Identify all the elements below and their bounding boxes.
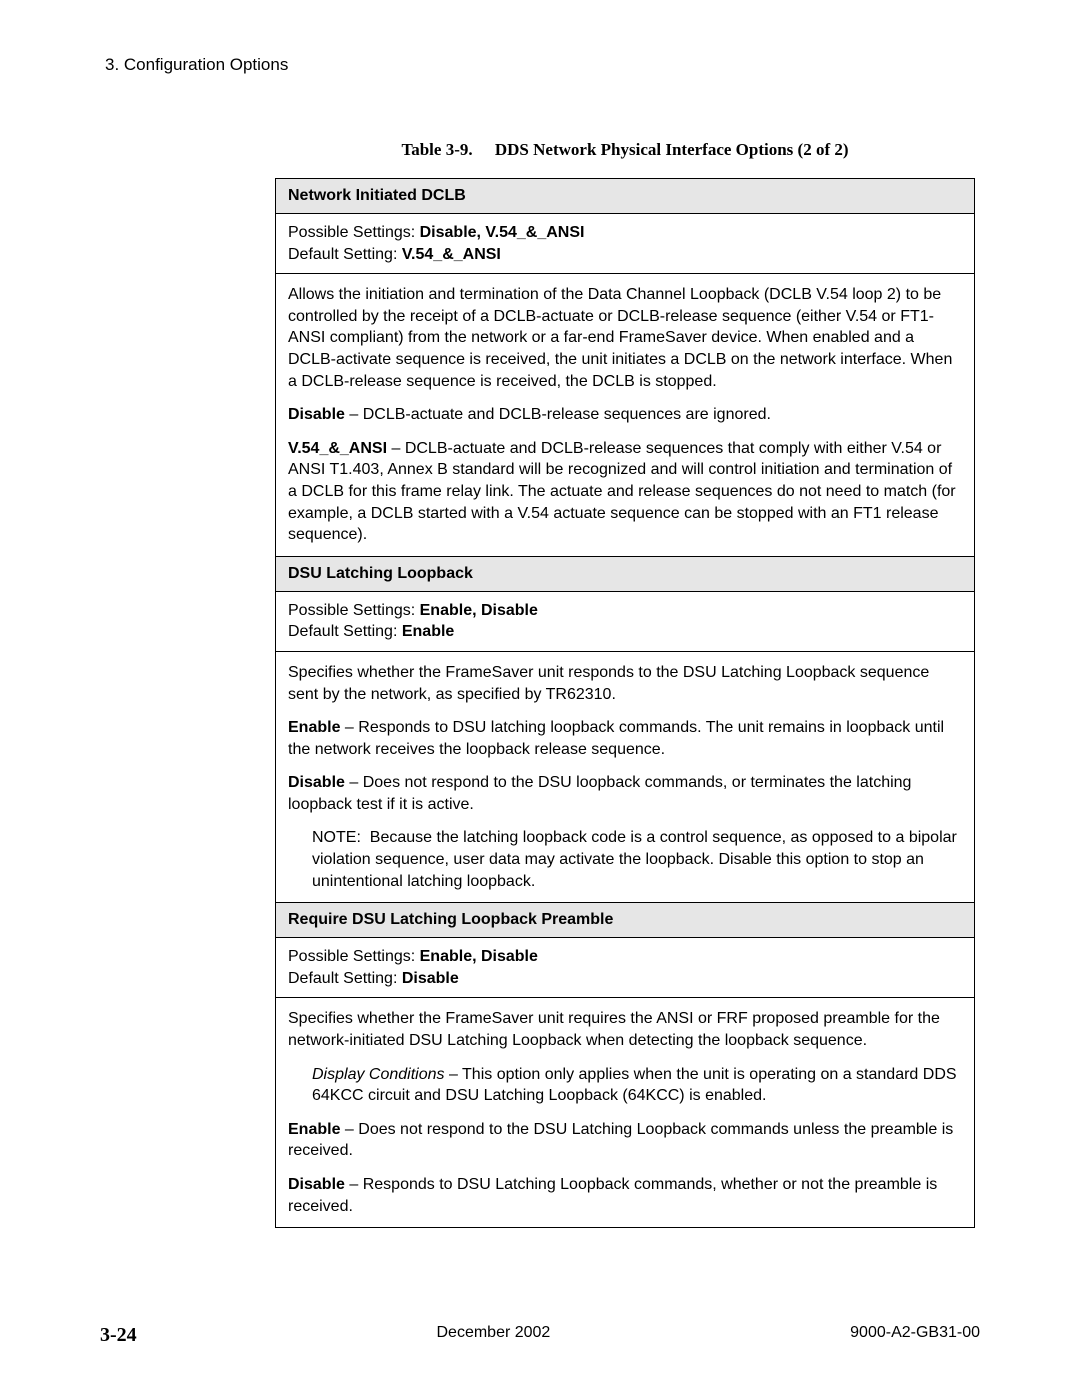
section3-para3: Enable – Does not respond to the DSU Lat…	[288, 1119, 962, 1162]
section3-display: Display Conditions – This option only ap…	[288, 1064, 962, 1107]
config-table: Network Initiated DCLB Possible Settings…	[275, 178, 975, 1228]
section1-settings-value: Disable, V.54_&_ANSI	[420, 224, 585, 241]
section2-para2: Enable – Responds to DSU latching loopba…	[288, 717, 962, 760]
section1-default-value: V.54_&_ANSI	[402, 246, 501, 263]
footer-doc-id: 9000-A2-GB31-00	[850, 1324, 980, 1347]
section3-para4: Disable – Responds to DSU Latching Loopb…	[288, 1174, 962, 1217]
page-container: 3. Configuration Options Table 3-9. DDS …	[0, 0, 1080, 1397]
section2-settings-label: Possible Settings:	[288, 602, 420, 619]
table-title-label: Table 3-9.	[401, 140, 472, 159]
section2-settings-value: Enable, Disable	[420, 602, 538, 619]
table-title-text: DDS Network Physical Interface Options (…	[495, 140, 849, 159]
section3-para3-text: – Does not respond to the DSU Latching L…	[288, 1121, 953, 1160]
section2-para3-bold: Disable	[288, 774, 345, 791]
section1-body: Allows the initiation and termination of…	[276, 274, 974, 557]
section1-para2: Disable – DCLB-actuate and DCLB-release …	[288, 404, 962, 426]
section3-default-value: Disable	[402, 970, 459, 987]
section2-default-value: Enable	[402, 623, 454, 640]
section1-para3-text: – DCLB-actuate and DCLB-release sequence…	[288, 440, 956, 543]
section2-default-label: Default Setting:	[288, 623, 402, 640]
section3-para4-bold: Disable	[288, 1176, 345, 1193]
page-footer: 3-24 December 2002 9000-A2-GB31-00	[100, 1324, 980, 1347]
section2-para2-bold: Enable	[288, 719, 340, 736]
section1-settings: Possible Settings: Disable, V.54_&_ANSI …	[276, 214, 974, 274]
section3-para1: Specifies whether the FrameSaver unit re…	[288, 1008, 962, 1051]
section2-para1: Specifies whether the FrameSaver unit re…	[288, 662, 962, 705]
section3-para3-bold: Enable	[288, 1121, 340, 1138]
page-header: 3. Configuration Options	[100, 55, 980, 75]
section2-para2-text: – Responds to DSU latching loopback comm…	[288, 719, 944, 758]
section1-para3: V.54_&_ANSI – DCLB-actuate and DCLB-rele…	[288, 438, 962, 546]
content-area: Table 3-9. DDS Network Physical Interfac…	[275, 140, 975, 1228]
section2-note: NOTE: Because the latching loopback code…	[288, 827, 962, 892]
section2-para3-text: – Does not respond to the DSU loopback c…	[288, 774, 911, 813]
section3-display-italic: Display Conditions	[312, 1066, 445, 1083]
section3-settings-value: Enable, Disable	[420, 948, 538, 965]
section3-settings-label: Possible Settings:	[288, 948, 420, 965]
section1-header: Network Initiated DCLB	[276, 179, 974, 214]
section1-para3-bold: V.54_&_ANSI	[288, 440, 387, 457]
section1-para2-text: – DCLB-actuate and DCLB-release sequence…	[345, 406, 771, 423]
section2-header: DSU Latching Loopback	[276, 557, 974, 592]
section3-body: Specifies whether the FrameSaver unit re…	[276, 998, 974, 1228]
section3-settings: Possible Settings: Enable, Disable Defau…	[276, 938, 974, 998]
section1-para2-bold: Disable	[288, 406, 345, 423]
footer-date: December 2002	[436, 1324, 550, 1347]
section1-default-label: Default Setting:	[288, 246, 402, 263]
footer-page-num: 3-24	[100, 1324, 137, 1347]
section2-settings: Possible Settings: Enable, Disable Defau…	[276, 592, 974, 652]
section3-default-label: Default Setting:	[288, 970, 402, 987]
section1-para1: Allows the initiation and termination of…	[288, 284, 962, 392]
section1-settings-label: Possible Settings:	[288, 224, 420, 241]
header-section-text: 3. Configuration Options	[105, 55, 288, 74]
table-title: Table 3-9. DDS Network Physical Interfac…	[275, 140, 975, 160]
section3-header: Require DSU Latching Loopback Preamble	[276, 903, 974, 938]
section2-para3: Disable – Does not respond to the DSU lo…	[288, 772, 962, 815]
section3-para4-text: – Responds to DSU Latching Loopback comm…	[288, 1176, 937, 1215]
section2-body: Specifies whether the FrameSaver unit re…	[276, 652, 974, 903]
